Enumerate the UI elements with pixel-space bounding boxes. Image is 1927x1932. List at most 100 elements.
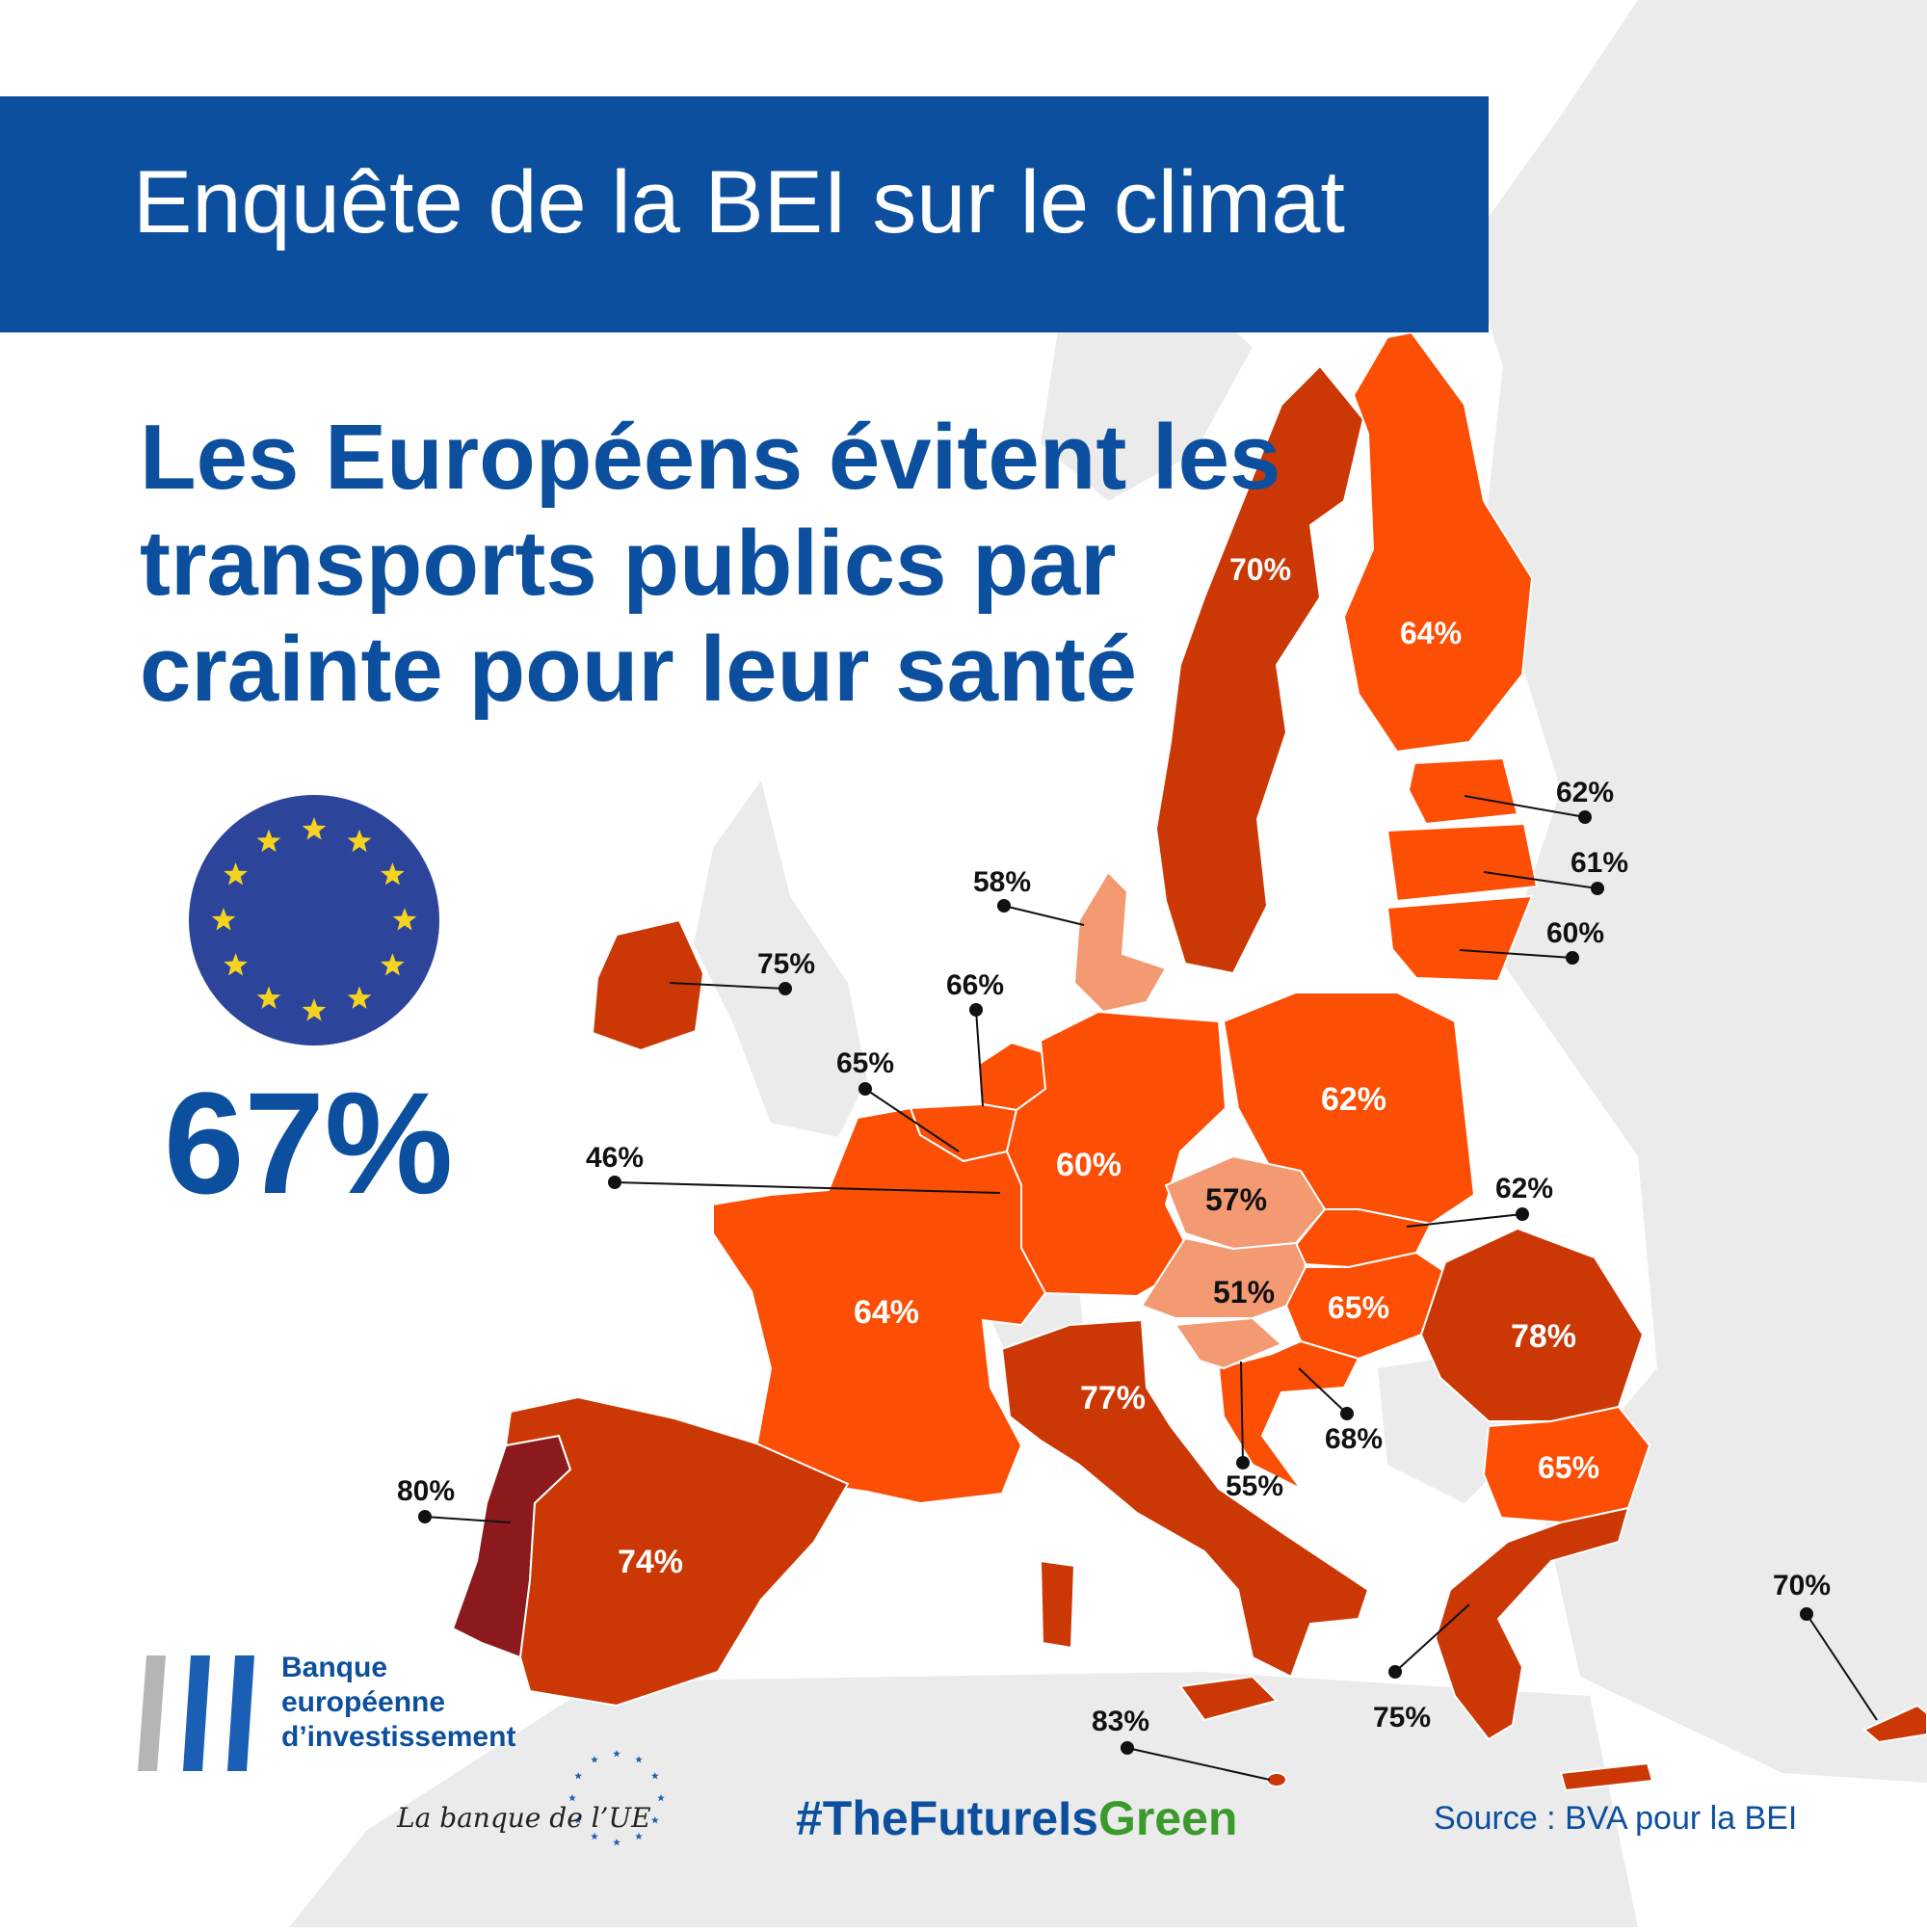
map-region-lithuania[interactable] (1386, 894, 1534, 983)
value-label-slovakia: 62% (1495, 1173, 1553, 1204)
star-icon (651, 1816, 659, 1824)
leader-dot (1591, 882, 1604, 895)
eu-average-value: 67% (164, 1062, 454, 1224)
map-region-slovenia[interactable] (1174, 1316, 1283, 1370)
map-region-sweden[interactable] (1154, 364, 1365, 975)
value-label-cyprus: 70% (1773, 1570, 1831, 1601)
leader-dot (608, 1176, 621, 1189)
map-region-sicily[interactable] (1178, 1675, 1279, 1722)
star-icon (302, 998, 327, 1021)
star-icon (591, 1756, 598, 1763)
map-region-estonia[interactable] (1407, 756, 1519, 826)
eu-flag-icon (189, 795, 439, 1045)
star-icon (568, 1794, 576, 1802)
subtitle: Les Européens évitent les transports pub… (140, 405, 1281, 723)
star-icon (224, 862, 248, 886)
leader-dot (969, 1003, 983, 1017)
map-region-latvia[interactable] (1386, 822, 1539, 903)
value-label-spain: 74% (618, 1544, 683, 1580)
leader-dot (779, 982, 792, 995)
map-region-cyprus[interactable] (1862, 1704, 1927, 1744)
map-region-denmark[interactable] (1072, 870, 1168, 1014)
leader-dot (1578, 810, 1592, 824)
map-region-sardinia[interactable] (1039, 1559, 1076, 1650)
leader-dot (1800, 1607, 1813, 1621)
leader-dot (858, 1082, 872, 1096)
map-region-ireland[interactable] (591, 918, 705, 1052)
value-label-italy: 77% (1080, 1380, 1146, 1416)
value-label-ireland: 75% (757, 948, 815, 980)
star-icon (224, 953, 248, 976)
star-icon (657, 1794, 665, 1802)
map-region-slovakia[interactable] (1294, 1208, 1433, 1269)
eib-tagline: La banque de l’UE (397, 1802, 651, 1834)
leader-dot (1516, 1207, 1529, 1221)
value-label-estonia: 62% (1556, 777, 1614, 808)
leader-lines (418, 795, 1878, 1781)
map-region-poland[interactable] (1222, 992, 1476, 1226)
value-label-slovenia: 55% (1226, 1470, 1283, 1502)
value-label-czechia: 57% (1205, 1182, 1267, 1217)
star-icon (613, 1839, 620, 1846)
value-label-romania: 78% (1511, 1318, 1576, 1355)
star-icon (651, 1772, 659, 1780)
hashtag[interactable]: #TheFutureIsGreen (796, 1790, 1237, 1846)
value-label-belgium: 65% (836, 1047, 894, 1079)
map-region-spain[interactable] (504, 1395, 850, 1707)
value-label-poland: 62% (1321, 1081, 1386, 1118)
source-note: Source : BVA pour la BEI (1434, 1800, 1798, 1837)
page-title: Enquête de la BEI sur le climat (133, 153, 1345, 251)
star-icon (381, 953, 405, 976)
eib-name: Banque européenne d’investissement (281, 1651, 515, 1755)
map-region-greece[interactable] (1434, 1506, 1630, 1741)
star-icon (381, 862, 405, 886)
value-label-sweden: 70% (1229, 552, 1291, 587)
subtitle-line-1: Les Européens évitent les (140, 406, 1281, 509)
value-label-croatia: 68% (1325, 1423, 1383, 1455)
leader-dot (1121, 1741, 1134, 1755)
eib-name-line-3: d’investissement (281, 1721, 516, 1753)
leader-dot (997, 899, 1011, 913)
title-banner (0, 96, 1489, 332)
leader-dot (418, 1510, 432, 1523)
star-icon (211, 908, 236, 931)
star-icon (635, 1756, 643, 1763)
star-icon (392, 908, 417, 931)
star-icon (347, 829, 372, 853)
star-icon (256, 986, 281, 1009)
star-icon (635, 1832, 643, 1840)
leader-dot (1340, 1407, 1354, 1420)
value-label-denmark: 58% (973, 866, 1031, 898)
map-region-italy[interactable] (1000, 1318, 1370, 1679)
value-label-latvia: 61% (1571, 847, 1628, 879)
subtitle-line-2: transports publics par (140, 512, 1117, 615)
value-label-hungary: 65% (1328, 1290, 1389, 1325)
value-label-finland: 64% (1400, 616, 1462, 650)
map-region-crete[interactable] (1559, 1761, 1654, 1792)
value-label-austria: 51% (1213, 1275, 1275, 1310)
subtitle-line-3: crainte pour leur santé (140, 618, 1137, 721)
value-label-greece: 75% (1373, 1702, 1431, 1734)
value-label-bulgaria: 65% (1538, 1450, 1599, 1485)
star-icon (574, 1772, 582, 1780)
leader-dot (1388, 1665, 1402, 1679)
star-icon (574, 1816, 582, 1824)
map-region-finland[interactable] (1342, 331, 1534, 754)
hashtag-part-1: #TheFutureIs (796, 1791, 1098, 1845)
leader-dot (1236, 1456, 1250, 1469)
star-icon (302, 817, 327, 840)
map-region-france[interactable] (712, 1106, 1047, 1505)
background-land (289, 0, 1927, 1927)
hashtag-part-2: Green (1097, 1791, 1238, 1845)
eib-name-line-2: européenne (281, 1686, 446, 1718)
value-labels: 70% 64% 62% 61% 60% 58% 75% 66% 65% 46% … (397, 552, 1831, 1737)
value-label-germany: 60% (1056, 1147, 1122, 1183)
value-label-lithuania: 60% (1546, 917, 1604, 949)
value-label-france: 64% (854, 1294, 919, 1331)
star-icon (591, 1832, 598, 1840)
value-label-portugal: 80% (397, 1475, 455, 1507)
star-icon (256, 829, 281, 853)
eib-name-line-1: Banque (281, 1652, 388, 1683)
